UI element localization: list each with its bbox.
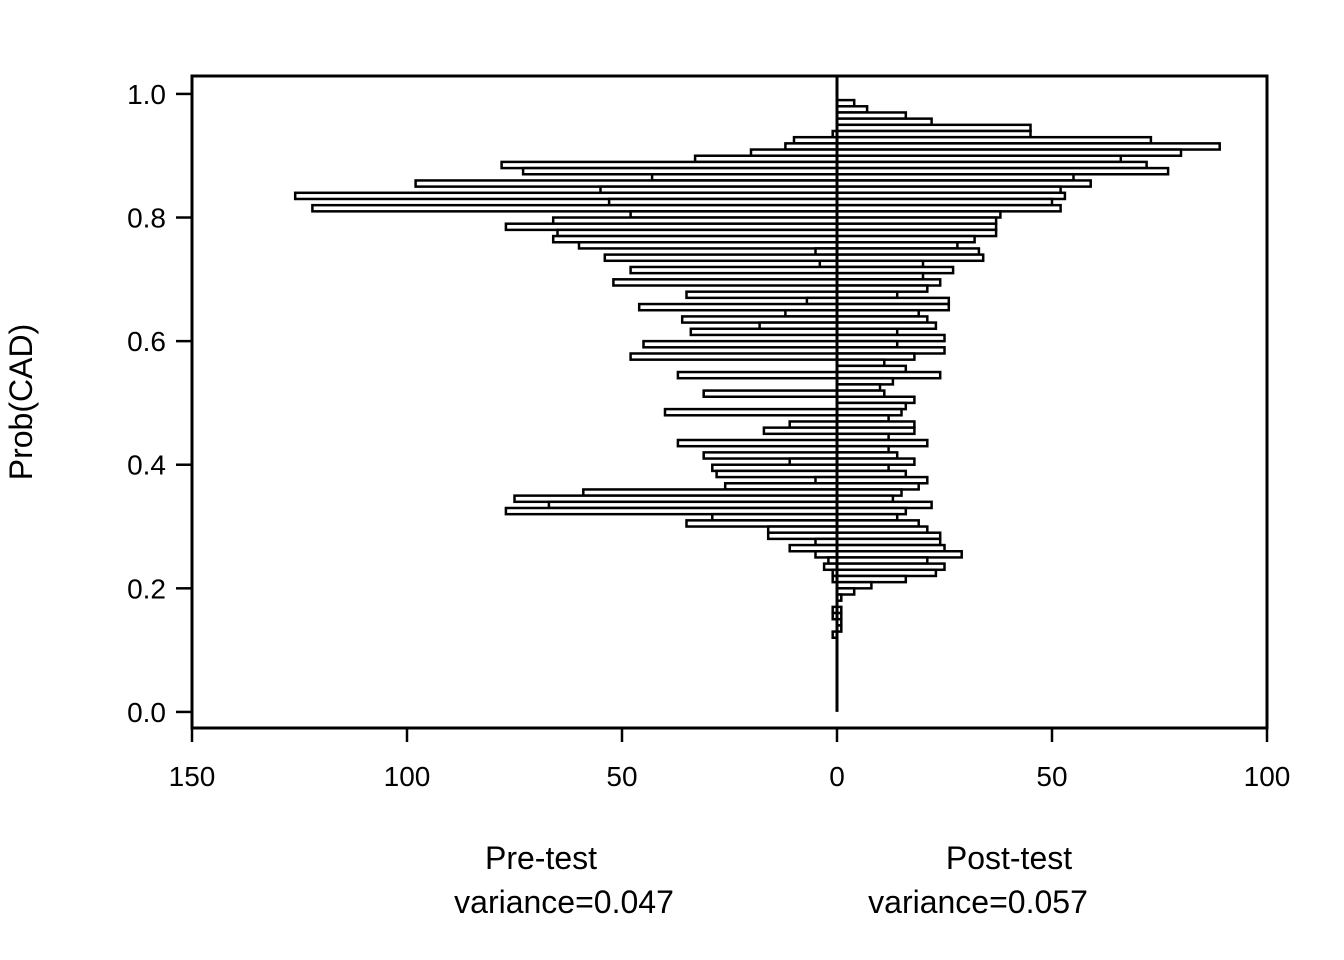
pre-test-bar: [762, 426, 839, 436]
pre-test-bar: [629, 265, 839, 275]
pre-test-bar: [689, 327, 839, 337]
y-tick-label: 0.6: [127, 326, 166, 357]
post-test-label: Post-test: [946, 840, 1072, 876]
pre-test-bar: [702, 389, 839, 398]
y-tick-label: 0.4: [127, 450, 166, 481]
y-tick-label: 1.0: [127, 79, 166, 110]
pre-test-variance: variance=0.047: [454, 884, 674, 920]
pre-test-bar: [676, 370, 839, 380]
pre-test-bar: [663, 407, 839, 417]
x-axis: 150 100 50 0 50 100: [169, 728, 1291, 792]
pre-test-bar: [642, 339, 839, 349]
x-tick-label: 50: [1036, 761, 1067, 792]
y-axis: 0.0 0.2 0.4 0.6 0.8 1.0: [127, 79, 192, 728]
y-tick-label: 0.8: [127, 203, 166, 234]
x-tick-label: 100: [384, 761, 431, 792]
y-tick-label: 0.0: [127, 697, 166, 728]
plot-frame: [190, 74, 1269, 730]
pre-test-label: Pre-test: [485, 840, 597, 876]
y-axis-label: Prob(CAD): [3, 324, 39, 480]
x-tick-label: 50: [606, 761, 637, 792]
post-test-variance: variance=0.057: [868, 884, 1088, 920]
pre-test-bar: [603, 253, 839, 263]
histogram-bars: [293, 98, 1221, 640]
pre-test-bar: [612, 278, 839, 287]
x-tick-label: 150: [169, 761, 216, 792]
pre-test-bar: [629, 352, 839, 361]
x-tick-label: 0: [829, 761, 845, 792]
x-tick-label: 100: [1244, 761, 1291, 792]
pre-test-bar: [577, 240, 839, 250]
y-tick-label: 0.2: [127, 573, 166, 604]
pre-test-bar: [676, 438, 839, 448]
